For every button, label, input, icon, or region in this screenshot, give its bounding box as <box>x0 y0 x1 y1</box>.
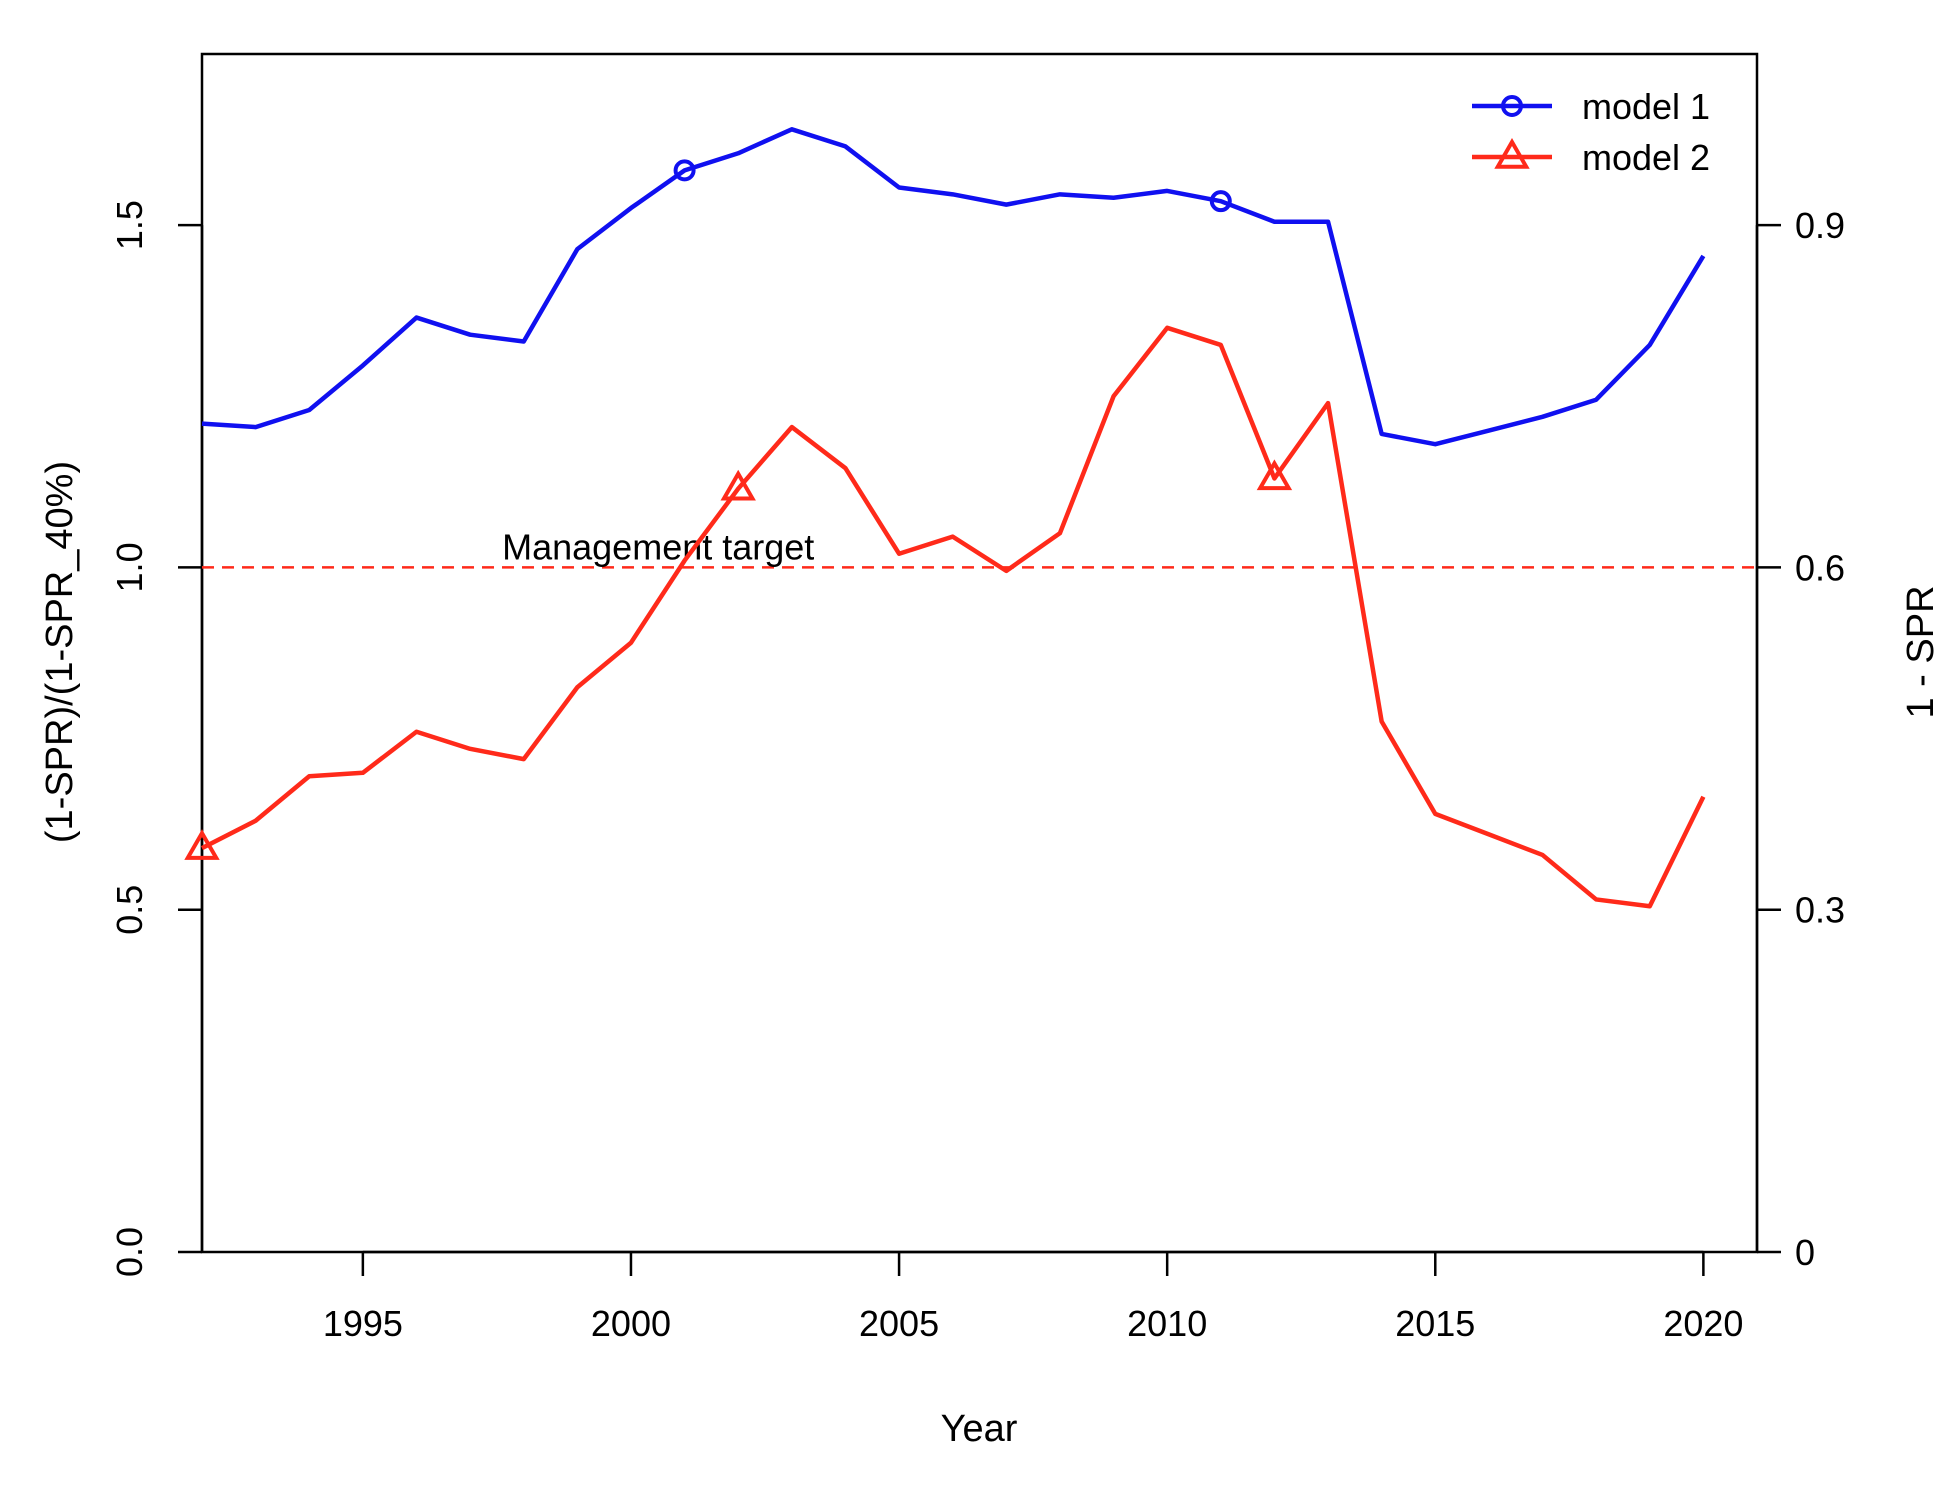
legend-marker-model-2 <box>1494 137 1530 169</box>
y-tick-label-1: 0.5 <box>109 885 150 935</box>
x-tick-label-2015: 2015 <box>1395 1303 1475 1344</box>
legend-label-model-1: model 1 <box>1582 86 1710 127</box>
plot-frame <box>200 52 1759 1254</box>
y-tick-label-3: 1.5 <box>109 200 150 250</box>
y-axis-left: 0.0 0.5 1.0 1.5 <box>109 200 204 1277</box>
y-axis-right-title: 1 - SPR <box>1900 585 1942 718</box>
x-axis: 1995 2000 2005 2010 2015 2020 <box>323 1250 1743 1344</box>
y-right-tick-label-3: 0.9 <box>1795 205 1845 246</box>
management-target-label: Management target <box>502 526 814 567</box>
reference-line-group: Management target <box>202 526 1757 569</box>
marker-model-1-2011 <box>1209 190 1232 213</box>
y-axis-right: 0 0.3 0.6 0.9 <box>1755 205 1845 1273</box>
x-tick-label-2010: 2010 <box>1127 1303 1207 1344</box>
y-tick-label-0: 0.0 <box>109 1227 150 1277</box>
x-tick-label-2000: 2000 <box>591 1303 671 1344</box>
x-tick-label-2005: 2005 <box>859 1303 939 1344</box>
y-tick-label-2: 1.0 <box>109 542 150 592</box>
series-line-model-2 <box>200 325 1706 909</box>
y-right-tick-label-2: 0.6 <box>1795 547 1845 588</box>
marker-model-2-2012 <box>1256 459 1293 491</box>
x-tick-label-1995: 1995 <box>323 1303 403 1344</box>
y-right-tick-label-1: 0.3 <box>1795 890 1845 931</box>
y-right-tick-label-0: 0 <box>1795 1232 1815 1273</box>
legend-label-model-2: model 2 <box>1582 137 1710 178</box>
marker-model-1-2001 <box>673 159 696 182</box>
marker-model-2-1992 <box>184 829 220 860</box>
x-tick-label-2020: 2020 <box>1663 1303 1743 1344</box>
series-line-model-1 <box>201 127 1706 447</box>
marker-model-2-2002 <box>720 469 756 501</box>
y-axis-left-title: (1-SPR)/(1-SPR_40%) <box>39 461 81 843</box>
series-layer <box>184 127 1706 909</box>
legend: model 1 model 2 <box>1472 86 1710 178</box>
x-axis-title: Year <box>941 1408 1018 1450</box>
legend-marker-model-1 <box>1501 95 1523 117</box>
